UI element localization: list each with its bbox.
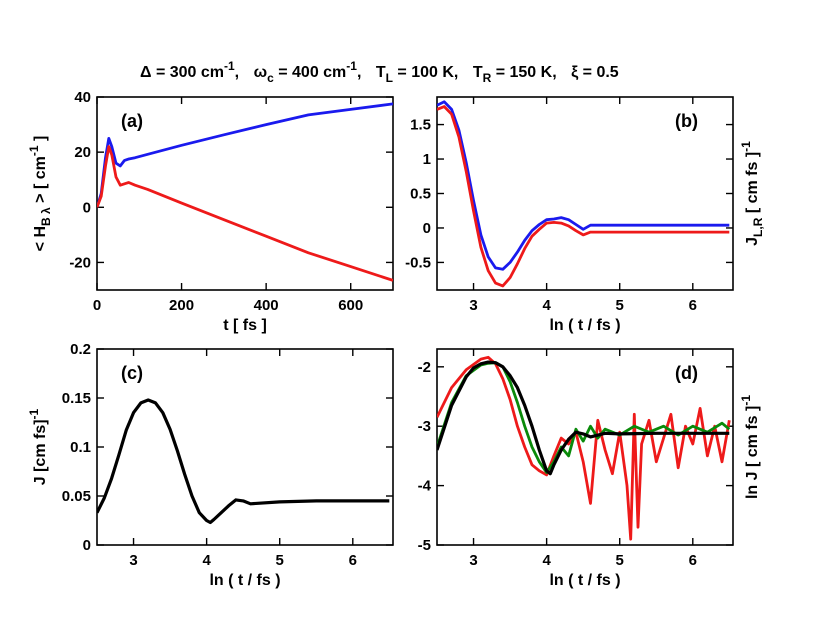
x-tick-label: 4 <box>542 552 551 569</box>
x-tick-label: 200 <box>169 297 194 314</box>
y-axis-label: ln J [ cm fs ]-1 <box>739 395 761 499</box>
panel-c: 3 4 5 6 0 0.05 0.1 0.15 0.2 (c) ln ( t / fs ) J [cm… <box>27 341 394 589</box>
y-tick-label: 0 <box>423 220 431 237</box>
y-tick-label: 0 <box>83 537 91 554</box>
panel-label: (b) <box>675 111 698 131</box>
series-line-red <box>437 105 730 288</box>
y-tick-label: 40 <box>74 89 91 106</box>
series-line-black <box>97 398 390 525</box>
y-tick-label: 1 <box>423 151 431 168</box>
series-line-red <box>97 145 393 282</box>
x-tick-label: 6 <box>349 552 357 569</box>
y-tick-label: -0.5 <box>405 254 431 271</box>
series-line-black <box>437 360 730 476</box>
y-axis-label: J [cm fs]-1 <box>27 408 49 485</box>
x-tick-label: 4 <box>202 552 211 569</box>
panel-label: (a) <box>121 111 143 131</box>
panel-d: 3 4 5 6 -5 -4 -3 -2 (d) ln ( t / fs ) ln J [ cm fs… <box>418 348 761 589</box>
series-line-red <box>437 355 731 541</box>
y-tick-label: 20 <box>74 144 91 161</box>
y-tick-label: 0.1 <box>70 439 91 456</box>
y-tick-label: -4 <box>418 478 432 495</box>
x-tick-label: 4 <box>542 297 551 314</box>
x-axis-label: ln ( t / fs ) <box>549 572 620 589</box>
x-tick-label: 3 <box>469 552 477 569</box>
x-tick-label: 600 <box>338 297 363 314</box>
x-tick-label: 3 <box>129 552 137 569</box>
x-axis-label: ln ( t / fs ) <box>549 317 620 334</box>
x-tick-label: 5 <box>616 552 624 569</box>
y-tick-label: 1.5 <box>410 117 431 134</box>
y-tick-label: -20 <box>69 254 91 271</box>
x-axis-label: t [ fs ] <box>223 317 267 334</box>
x-tick-label: 0 <box>93 297 101 314</box>
y-tick-label: -5 <box>418 537 431 554</box>
series-line-blue <box>437 100 730 271</box>
y-tick-label: 0.15 <box>62 390 91 407</box>
y-tick-label: 0.2 <box>70 341 91 358</box>
figure-title: Δ = 300 cm-1, ωc = 400 cm-1, TL = 100 K,… <box>140 59 619 85</box>
y-tick-label: -2 <box>418 359 431 376</box>
x-tick-label: 5 <box>616 297 624 314</box>
y-tick-label: 0.05 <box>62 488 91 505</box>
panel-b: 3 4 5 6 -0.5 0 0.5 1 1.5 (b) ln ( t / fs ) JL,R [ c… <box>405 96 765 334</box>
panel-label: (d) <box>675 363 698 383</box>
y-axis-label: < HB λ > [ cm-1 ] <box>27 136 53 252</box>
y-tick-label: -3 <box>418 418 431 435</box>
x-tick-label: 6 <box>689 552 697 569</box>
plot-frame-a <box>96 96 394 291</box>
y-axis-label: JL,R [ cm fs ]-1 <box>739 141 765 246</box>
x-tick-label: 6 <box>689 297 697 314</box>
x-axis-label: ln ( t / fs ) <box>209 572 280 589</box>
x-tick-label: 3 <box>469 297 477 314</box>
panel-label: (c) <box>121 363 143 383</box>
x-tick-label: 400 <box>254 297 279 314</box>
panel-a: 0 200 400 600 -20 0 20 40 (a) t [ fs ] < HB λ > [ … <box>27 89 394 334</box>
series-line-blue <box>97 102 393 208</box>
y-tick-label: 0.5 <box>410 186 431 203</box>
y-tick-label: 0 <box>83 199 91 216</box>
x-tick-label: 5 <box>276 552 284 569</box>
